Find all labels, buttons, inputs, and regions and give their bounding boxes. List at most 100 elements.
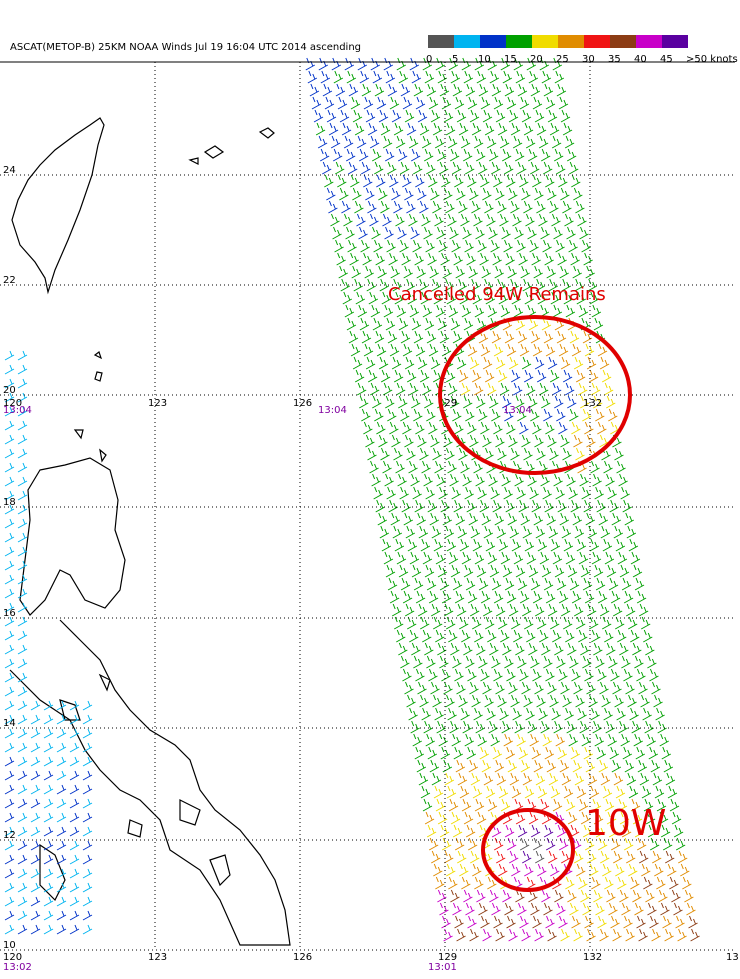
barb: [547, 928, 557, 942]
barb: [495, 681, 505, 695]
barb: [419, 616, 430, 630]
barb: [625, 928, 635, 942]
barb: [477, 239, 487, 253]
barb: [603, 460, 613, 474]
barb: [576, 785, 587, 799]
barb: [595, 902, 605, 916]
barb: [523, 122, 534, 136]
barb: [616, 707, 626, 721]
barb: [492, 499, 502, 513]
barb: [488, 473, 498, 487]
barb: [518, 746, 529, 760]
barb: [480, 668, 490, 682]
barb: [660, 902, 670, 916]
barb: [463, 395, 473, 409]
legend-swatch: [428, 35, 454, 48]
barb: [600, 525, 611, 539]
barb: [393, 447, 403, 461]
barb: [632, 564, 643, 578]
barb: [633, 733, 643, 747]
barb: [463, 889, 473, 903]
barb: [512, 707, 522, 721]
barb: [554, 642, 564, 656]
barb: [427, 746, 438, 760]
barb: [462, 720, 472, 734]
barb: [488, 720, 498, 734]
barb: [411, 564, 422, 578]
barb: [447, 213, 457, 227]
barb: [591, 629, 601, 643]
barb: [504, 655, 514, 669]
barb: [468, 512, 479, 526]
barb: [504, 408, 514, 422]
barb: [487, 798, 498, 812]
barb: [507, 265, 517, 279]
barb: [560, 928, 570, 942]
barb: [69, 798, 80, 809]
barb: [406, 369, 417, 383]
barb: [508, 928, 518, 942]
barb: [421, 707, 431, 721]
barb: [452, 161, 462, 175]
barb: [634, 824, 645, 838]
barb: [634, 655, 644, 669]
barb: [69, 770, 80, 781]
barb: [618, 473, 628, 487]
barb: [435, 551, 446, 565]
barb: [526, 629, 536, 643]
barb: [581, 733, 591, 747]
barb: [346, 70, 357, 84]
barb: [506, 837, 517, 851]
barb: [43, 700, 54, 711]
barb: [487, 629, 497, 643]
barb: [510, 369, 521, 383]
barb: [487, 876, 497, 890]
barb: [458, 694, 468, 708]
barb: [556, 902, 566, 916]
barb: [384, 148, 395, 162]
barb: [483, 278, 493, 292]
barb: [566, 226, 576, 240]
barb: [454, 668, 464, 682]
barb: [484, 200, 494, 214]
barb: [4, 924, 15, 935]
barb: [449, 148, 460, 162]
barb: [422, 629, 432, 643]
barb: [450, 317, 461, 331]
barb: [623, 837, 634, 851]
lat-label: 12: [3, 830, 16, 841]
barb: [543, 161, 553, 175]
barb: [519, 421, 529, 435]
circle-10w: [481, 808, 575, 892]
barb: [469, 109, 480, 123]
barb: [4, 504, 15, 515]
time-label: 13:04: [3, 405, 32, 416]
barb: [424, 317, 435, 331]
barb: [651, 850, 662, 864]
barb: [372, 317, 383, 331]
barb: [372, 395, 382, 409]
barb: [450, 889, 460, 903]
barb: [641, 785, 652, 799]
barb: [625, 850, 636, 864]
barb: [348, 161, 358, 175]
barb: [518, 499, 528, 513]
barb: [430, 681, 440, 695]
barb: [491, 161, 501, 175]
barb: [524, 291, 535, 305]
barb: [502, 642, 512, 656]
barb: [599, 681, 609, 695]
barb: [567, 811, 578, 825]
barb: [409, 551, 420, 565]
barb: [421, 135, 432, 149]
barb: [406, 200, 416, 214]
barb: [358, 148, 369, 162]
barb: [56, 714, 67, 725]
barb: [69, 756, 80, 767]
barb: [532, 96, 543, 110]
barb: [615, 538, 626, 552]
barb: [357, 304, 368, 318]
barb: [17, 462, 28, 473]
barb: [479, 252, 489, 266]
barb: [474, 551, 485, 565]
